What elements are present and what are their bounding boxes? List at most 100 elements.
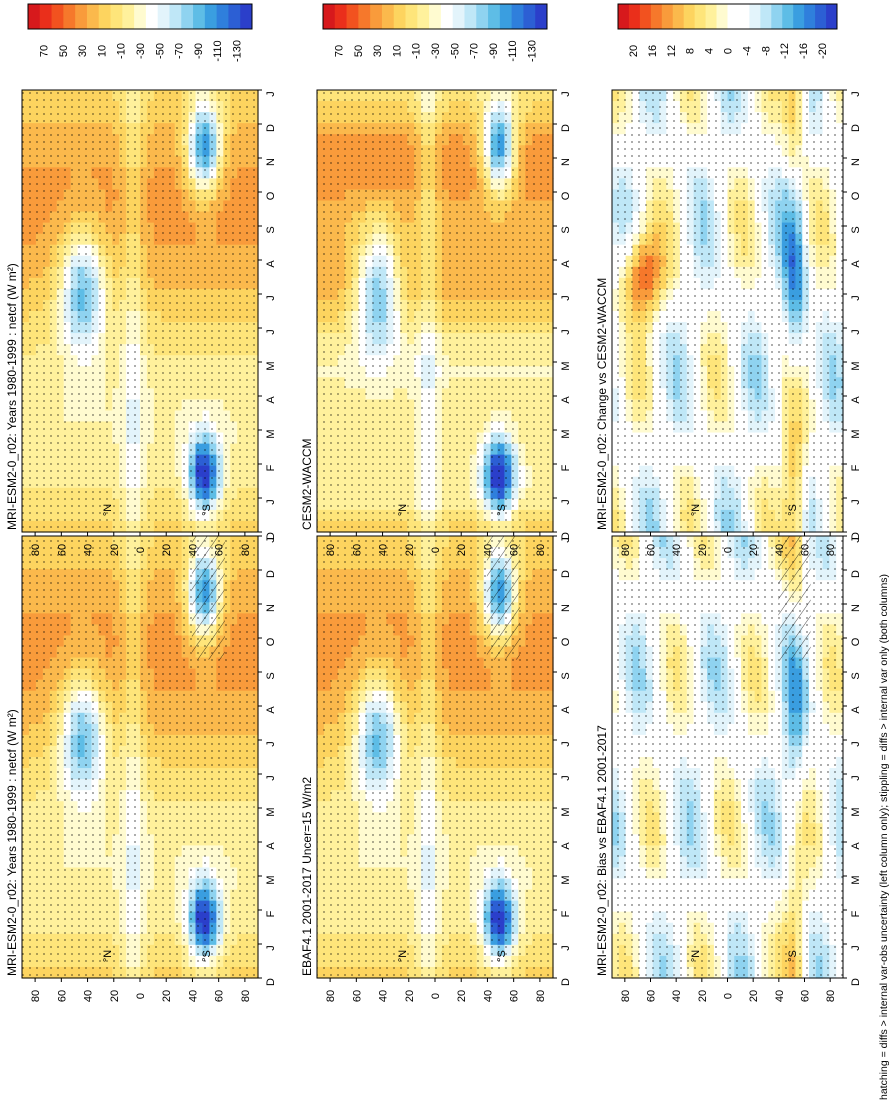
colorbar-swatch [181,4,194,29]
hatch-overlay [486,536,520,660]
colorbar-swatch [63,4,76,29]
colorbar-tick-label: 10 [96,45,108,57]
colorbar-swatch [110,4,123,29]
colorbar-swatch [240,4,253,29]
lat-tick-label: 80 [325,990,337,1002]
hemisphere-label: °N [102,504,114,516]
month-tick-label: J [265,499,277,505]
month-tick-label: A [265,706,277,714]
colorbar-swatch [157,4,170,29]
colorbar-swatch [86,4,100,29]
month-tick-label: A [560,842,572,850]
lat-tick-label: 20 [404,990,416,1002]
month-tick-label: A [265,260,277,268]
lat-tick-label: 60 [509,990,521,1002]
month-tick-label: F [560,910,572,917]
month-tick-label: J [265,295,277,301]
colorbar-swatch [228,4,241,29]
panel-title: MRI-ESM2-0_r02: Years 1980-1999 : netcf … [5,263,19,530]
lat-tick-label: 40 [482,990,494,1002]
colorbar-frame [27,3,253,30]
lat-tick-label: 60 [56,544,68,556]
month-tick-label: J [265,741,277,747]
lat-tick-label: 20 [456,990,468,1002]
hemisphere-label: °S [201,950,213,962]
colorbar-tick-label: -90 [193,43,205,59]
month-tick-label: J [265,91,277,97]
month-tick-label: J [265,537,277,543]
lat-tick-label: 20 [109,544,121,556]
month-tick-label: D [560,978,572,986]
month-tick-label: J [560,537,572,543]
month-tick-label: A [265,396,277,404]
colorbar-swatch [169,4,182,29]
lat-tick-label: 40 [83,990,95,1002]
lat-tick-label: 40 [83,544,95,556]
month-tick-label: O [265,637,277,646]
lat-tick-label: 0 [135,993,147,999]
month-tick-label: J [560,945,572,951]
month-tick-label: O [265,191,277,200]
lat-tick-label: 0 [135,547,147,553]
colorbar-tick-label: -110 [212,40,224,61]
colorbar-tick-label: -70 [174,43,186,59]
month-tick-label: D [560,570,572,578]
heatmap-panel-3: EBAF4.1 2001-2017 Uncer=15 W/m2DJFMAMJJA… [300,535,572,1002]
month-tick-label: M [560,875,572,884]
colorbar-swatch [193,4,206,29]
colorbar-tick-label: 30 [77,45,89,57]
colorbar-tick-label: -130 [232,40,244,62]
lat-tick-label: 60 [214,990,226,1002]
colorbar-tick-label: -10 [116,43,128,59]
lat-tick-label: 40 [378,990,390,1002]
month-tick-label: D [265,124,277,132]
panel-title: MRI-ESM2-0_r02: Years 1980-1999 : netcf … [5,709,19,976]
colorbar-tick-label: 50 [58,45,70,57]
month-tick-label: M [560,807,572,816]
month-tick-label: A [265,842,277,850]
colorbar-tick-label: -50 [154,43,166,59]
month-tick-label: J [265,775,277,781]
lat-tick-label: 80 [30,544,42,556]
lat-tick-label: 60 [351,990,363,1002]
month-tick-label: J [560,775,572,781]
hemisphere-label: °S [201,504,213,516]
month-tick-label: N [560,604,572,612]
colorbar-tick-label: -30 [135,43,147,59]
lat-tick-label: 80 [240,990,252,1002]
stipple-overlay [22,90,258,532]
month-tick-label: N [265,158,277,166]
lat-tick-label: 80 [30,990,42,1002]
lat-tick-label: 20 [161,544,173,556]
colorbar-swatch [39,4,52,29]
month-tick-label: D [265,570,277,578]
month-tick-label: M [265,429,277,438]
heatmap-panel-1: MRI-ESM2-0_r02: Years 1980-1999 : netcf … [5,535,277,1002]
colorbar-swatch [75,4,88,29]
month-tick-label: D [265,978,277,986]
lat-tick-label: 20 [109,990,121,1002]
month-tick-label: O [560,637,572,646]
month-tick-label: S [265,672,277,679]
colorbar-swatch [134,4,147,29]
month-tick-label: S [265,226,277,233]
lat-tick-label: 60 [56,990,68,1002]
colorbar-swatch [204,4,218,29]
month-tick-label: A [560,706,572,714]
colorbar-swatch [216,4,229,29]
hemisphere-label: °N [102,950,114,962]
lat-tick-label: 40 [187,990,199,1002]
month-tick-label: J [265,329,277,335]
month-tick-label: F [265,464,277,471]
month-tick-label: M [265,807,277,816]
hemisphere-label: °S [496,950,508,962]
colorbar-swatch [122,4,135,29]
lat-tick-label: 80 [535,990,547,1002]
colorbar-swatch [145,4,159,29]
month-tick-label: M [265,361,277,370]
hatch-overlay [191,536,225,660]
heatmap-panel-2: MRI-ESM2-0_r02: Years 1980-1999 : netcf … [5,89,277,556]
lat-tick-label: 80 [240,544,252,556]
